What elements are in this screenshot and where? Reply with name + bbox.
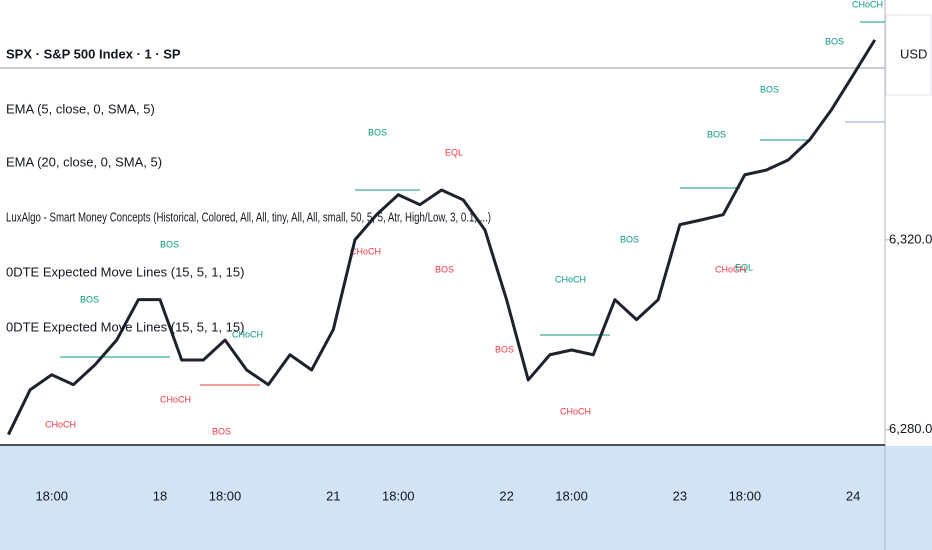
smc-label: BOS	[620, 234, 639, 244]
annotation-labels: BOS CHoCH BOS CHoCH BOS CHoCH BOS EQL CH…	[45, 0, 883, 436]
x-tick-label: 18:00	[729, 488, 762, 503]
smc-label: BOS	[80, 294, 99, 304]
time-axis-background	[0, 446, 885, 550]
x-tick-label: 18:00	[382, 488, 415, 503]
x-tick-label: 18:00	[555, 488, 588, 503]
smc-label: CHoCH	[715, 264, 746, 274]
indicator-legend[interactable]: EMA (5, close, 0, SMA, 5)	[6, 101, 155, 116]
currency-box[interactable]	[885, 14, 932, 96]
x-tick-label: 24	[846, 488, 860, 503]
smc-label: BOS	[160, 239, 179, 249]
smc-label: CHoCH	[45, 419, 76, 429]
indicator-legend[interactable]: 0DTE Expected Move Lines (15, 5, 1, 15)	[6, 264, 244, 279]
smc-label: EQL	[445, 147, 463, 157]
x-tick-label: 18	[153, 488, 167, 503]
smc-label: CHoCH	[560, 406, 591, 416]
x-tick-label: 22	[499, 488, 513, 503]
smc-label: EQL	[735, 262, 753, 272]
price-plot	[7, 39, 877, 436]
x-tick-label: 18:00	[35, 488, 68, 503]
indicator-legend[interactable]: EMA (20, close, 0, SMA, 5)	[6, 154, 162, 169]
smc-label: BOS	[707, 129, 726, 139]
indicator-legend[interactable]: LuxAlgo - Smart Money Concepts (Historic…	[6, 209, 491, 224]
currency: USD	[900, 46, 927, 61]
smc-label: CHoCH	[852, 0, 883, 9]
price-line	[7, 39, 877, 436]
smc-label: BOS	[212, 426, 231, 436]
smc-label: BOS	[760, 84, 779, 94]
smc-label: BOS	[825, 36, 844, 46]
smc-label: BOS	[495, 344, 514, 354]
x-tick-label: 21	[326, 488, 340, 503]
levels	[60, 21, 885, 386]
indicator-legend[interactable]: 0DTE Expected Move Lines (15, 5, 1, 15)	[6, 319, 244, 334]
smc-label: BOS	[435, 264, 454, 274]
smc-label: CHoCH	[350, 246, 381, 256]
x-tick-label: 23	[673, 488, 687, 503]
symbol-title[interactable]: SPX · S&P 500 Index · 1 · SP	[6, 46, 181, 61]
price-axis-corner	[885, 446, 932, 550]
smc-label: CHoCH	[555, 274, 586, 284]
x-tick-label: 18:00	[209, 488, 242, 503]
y-tick-label: 6,320.00	[889, 231, 932, 246]
smc-label: BOS	[368, 127, 387, 137]
smc-label: CHoCH	[232, 329, 263, 339]
smc-label: CHoCH	[160, 394, 191, 404]
y-tick-label: 6,280.00	[889, 421, 932, 436]
plot-background	[0, 0, 885, 445]
